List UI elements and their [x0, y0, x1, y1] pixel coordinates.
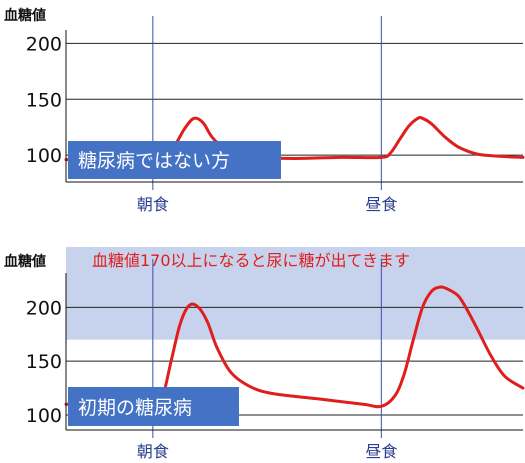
y-axis-label: 血糖値 — [4, 253, 46, 270]
legend-banner — [68, 141, 281, 179]
y-tick-200: 200 — [26, 33, 62, 55]
legend-banner — [68, 387, 239, 426]
x-tick-1: 昼食 — [365, 442, 397, 461]
x-tick-0: 朝食 — [137, 195, 169, 214]
y-tick-150: 150 — [26, 351, 62, 373]
x-tick-labels: 朝食 昼食 — [137, 195, 398, 214]
legend-banner-label: 糖尿病ではない方 — [78, 150, 230, 172]
threshold-note: 血糖値170以上になると尿に糖が出てきます — [92, 251, 410, 270]
normal-glucose-chart: 血糖値 100 150 200 糖尿病ではない方 朝食 昼食 — [4, 7, 525, 214]
glucose-curve-early-diabetes — [64, 285, 525, 409]
y-tick-200: 200 — [26, 297, 62, 319]
gridlines — [66, 42, 523, 156]
x-tick-labels: 朝食 昼食 — [137, 442, 398, 461]
legend-banner-label: 初期の糖尿病 — [78, 397, 192, 419]
threshold-band — [66, 247, 525, 340]
y-axis-label: 血糖値 — [4, 7, 46, 24]
x-tick-0: 朝食 — [137, 442, 169, 461]
y-tick-labels: 100 150 200 — [26, 297, 62, 427]
y-tick-100: 100 — [26, 145, 62, 167]
early-diabetes-glucose-chart: 血糖値 血糖値170以上になると尿に糖が出てきます 100 150 200 初期の糖… — [4, 247, 525, 461]
y-tick-labels: 100 150 200 — [26, 33, 62, 167]
y-tick-100: 100 — [26, 405, 62, 427]
y-tick-150: 150 — [26, 89, 62, 111]
x-tick-1: 昼食 — [365, 195, 397, 214]
